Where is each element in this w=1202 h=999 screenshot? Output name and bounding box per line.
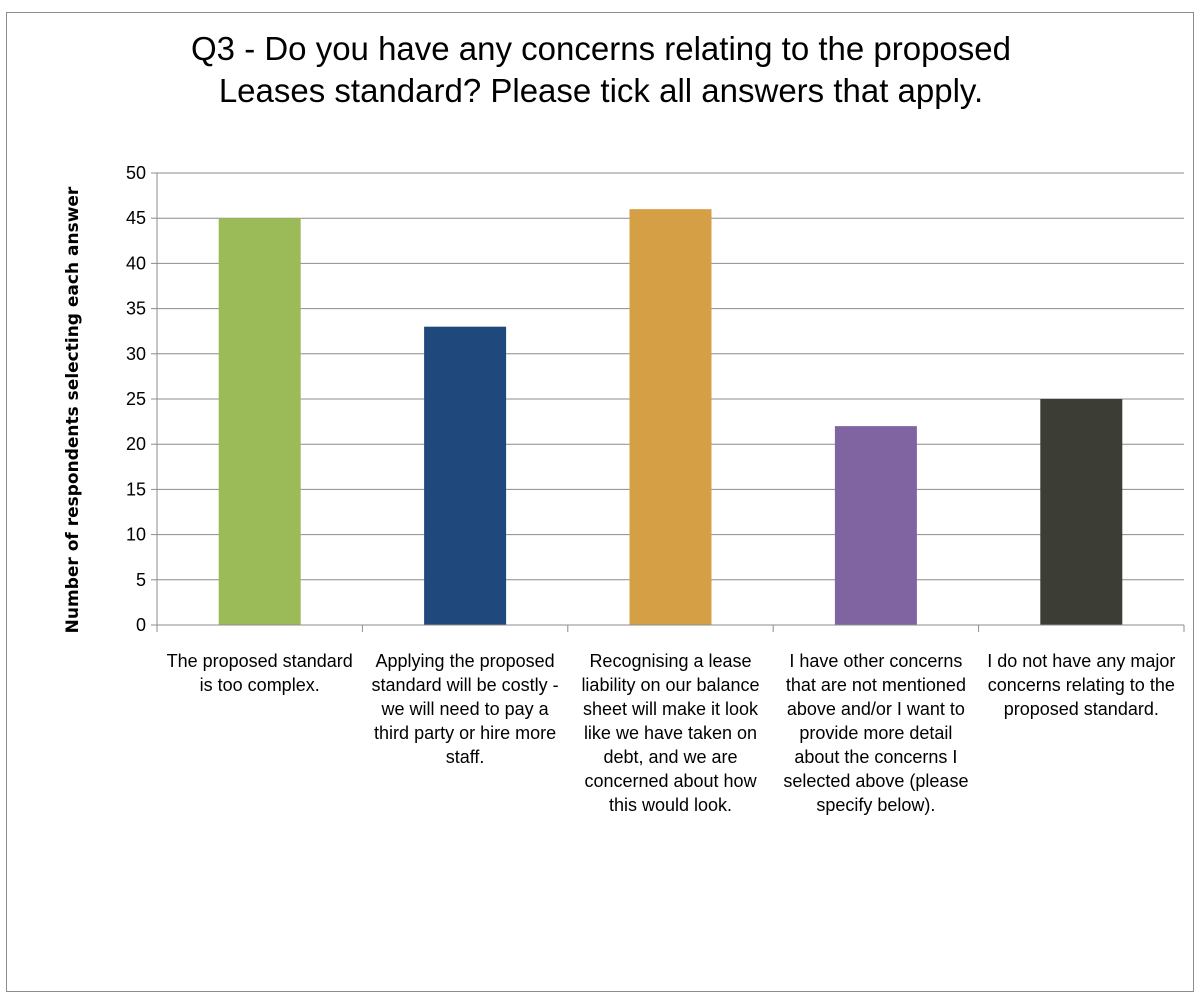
y-tick-label-45: 45 bbox=[126, 208, 146, 228]
category-label-5: I do not have any major concerns relatin… bbox=[987, 651, 1176, 719]
y-tick-label-30: 30 bbox=[126, 344, 146, 364]
bar-2 bbox=[424, 326, 507, 625]
chart-title: Q3 - Do you have any concerns relating t… bbox=[0, 28, 1202, 112]
y-tick-label-5: 5 bbox=[136, 570, 146, 590]
bar-3 bbox=[629, 209, 712, 625]
y-tick-label-15: 15 bbox=[126, 479, 146, 499]
category-label-1: The proposed standard is too complex. bbox=[166, 651, 353, 695]
y-tick-label-35: 35 bbox=[126, 299, 146, 319]
category-label-3: Recognising a lease liability on our bal… bbox=[581, 651, 760, 815]
bar-5 bbox=[1040, 399, 1123, 625]
category-label-4: I have other concerns that are not menti… bbox=[783, 651, 969, 815]
y-tick-label-0: 0 bbox=[136, 615, 146, 635]
bar-4 bbox=[834, 426, 917, 625]
y-tick-label-50: 50 bbox=[126, 163, 146, 183]
y-tick-label-40: 40 bbox=[126, 253, 146, 273]
category-label-2: Applying the proposed standard will be c… bbox=[371, 651, 559, 767]
y-tick-label-10: 10 bbox=[126, 525, 146, 545]
chart-frame bbox=[6, 12, 1194, 992]
bar-1 bbox=[218, 218, 301, 625]
y-tick-label-20: 20 bbox=[126, 434, 146, 454]
chart-title-line-1: Q3 - Do you have any concerns relating t… bbox=[191, 30, 1011, 67]
chart-title-line-2: Leases standard? Please tick all answers… bbox=[218, 72, 984, 109]
y-tick-label-25: 25 bbox=[126, 389, 146, 409]
